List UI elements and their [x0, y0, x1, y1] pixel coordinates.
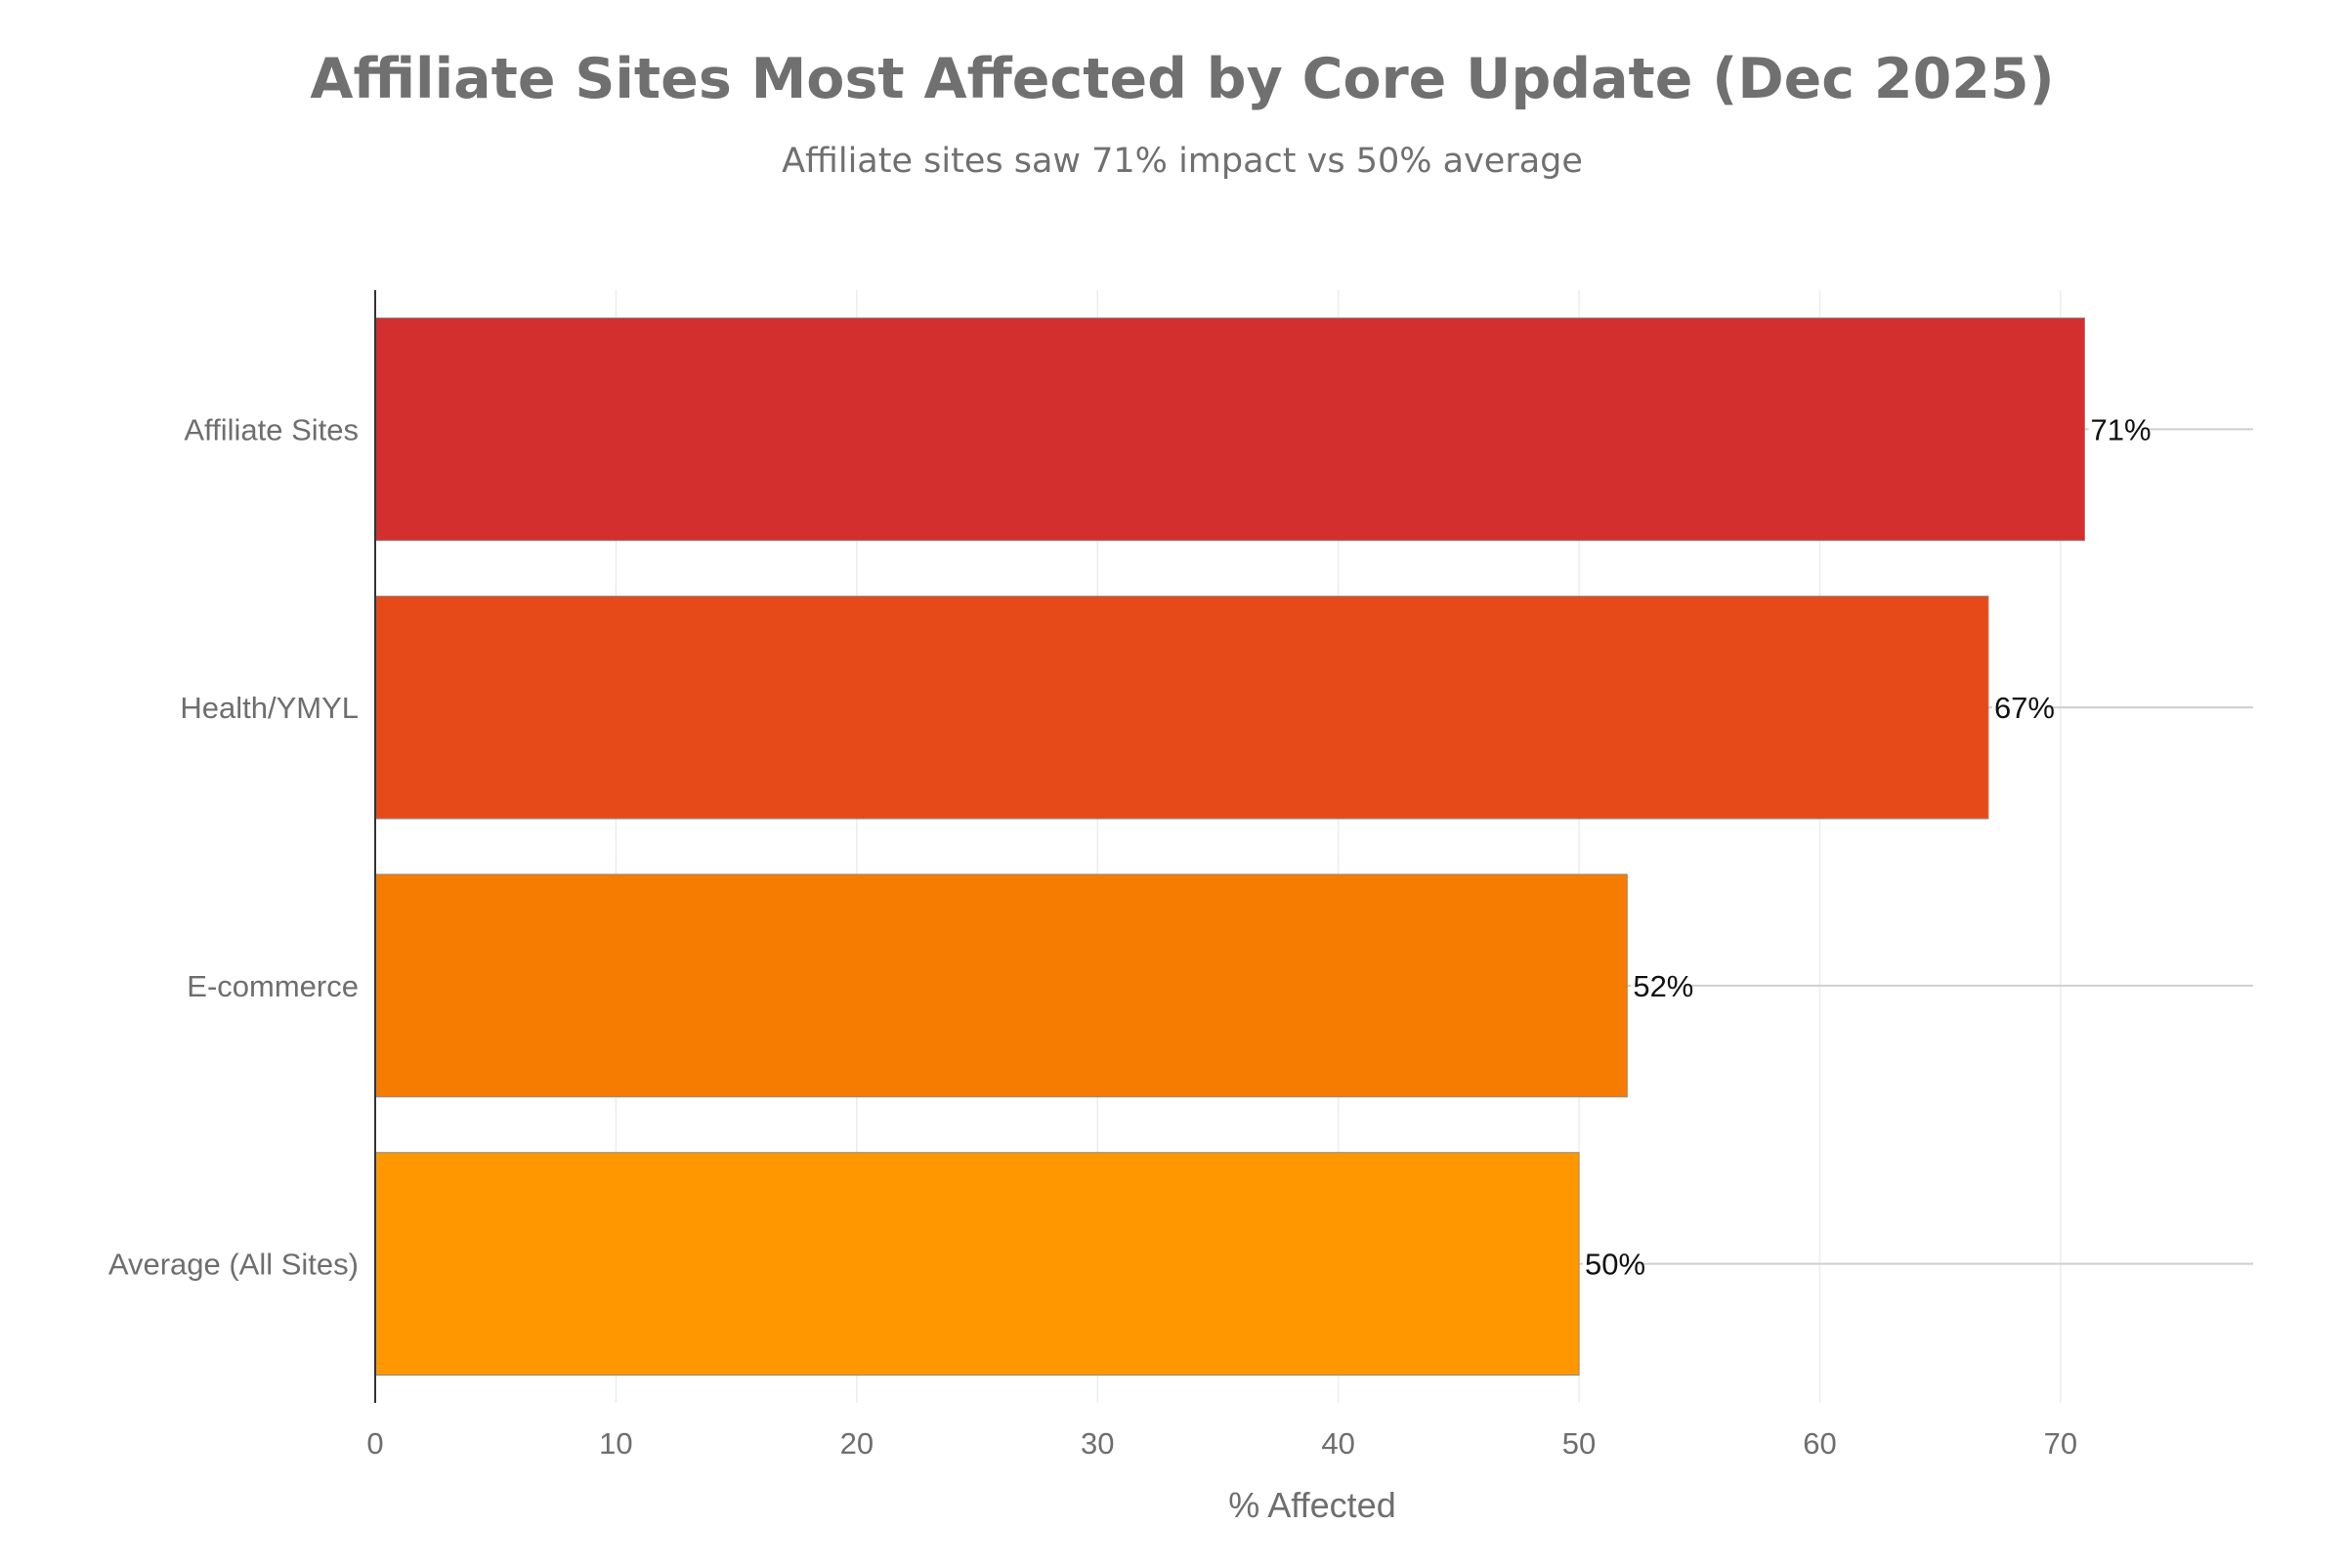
labels: 0 10 20 30 40 50 60 70 Affiliate Sites 71% Health/…	[108, 409, 2152, 1461]
x-axis-title: % Affected	[1228, 1485, 1395, 1525]
x-tick-label: 10	[599, 1426, 632, 1461]
x-tick-label: 30	[1081, 1426, 1114, 1461]
x-tick-label: 40	[1321, 1426, 1354, 1461]
bar	[374, 317, 2086, 541]
x-tick-label: 0	[366, 1426, 383, 1461]
category-label: E-commerce	[187, 969, 359, 1003]
data-label: 71%	[2091, 412, 2152, 446]
x-tick-label: 50	[1562, 1426, 1596, 1461]
x-tick-label: 60	[1803, 1426, 1836, 1461]
data-label: 67%	[1994, 691, 2055, 725]
bars	[374, 317, 2086, 1377]
chart-title: Affiliate Sites Most Affected by Core Up…	[310, 47, 2054, 111]
data-label-background	[1991, 688, 2048, 728]
category-label: Average (All Sites)	[108, 1248, 359, 1282]
data-label-background	[1583, 1244, 1639, 1284]
category-label: Health/YMYL	[180, 691, 359, 725]
data-label-background	[1631, 965, 1686, 1005]
category-label: Affiliate Sites	[184, 412, 359, 446]
bar	[374, 1152, 1580, 1377]
x-tick-label: 20	[840, 1426, 874, 1461]
bar	[374, 873, 1628, 1098]
x-tick-label: 70	[2044, 1426, 2077, 1461]
data-label: 52%	[1633, 969, 1693, 1003]
bar	[374, 595, 1989, 820]
data-label: 50%	[1585, 1248, 1645, 1282]
category-reference-lines	[375, 428, 2253, 1265]
data-label-background	[2088, 409, 2145, 449]
chart-subtitle: Affiliate sites saw 71% impact vs 50% av…	[782, 142, 1583, 181]
